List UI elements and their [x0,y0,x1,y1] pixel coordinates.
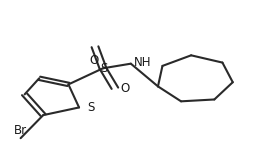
Text: NH: NH [134,56,152,69]
Text: S: S [88,101,95,114]
Text: O: O [121,82,130,95]
Text: S: S [100,62,107,75]
Text: Br: Br [14,124,27,137]
Text: O: O [89,54,98,67]
